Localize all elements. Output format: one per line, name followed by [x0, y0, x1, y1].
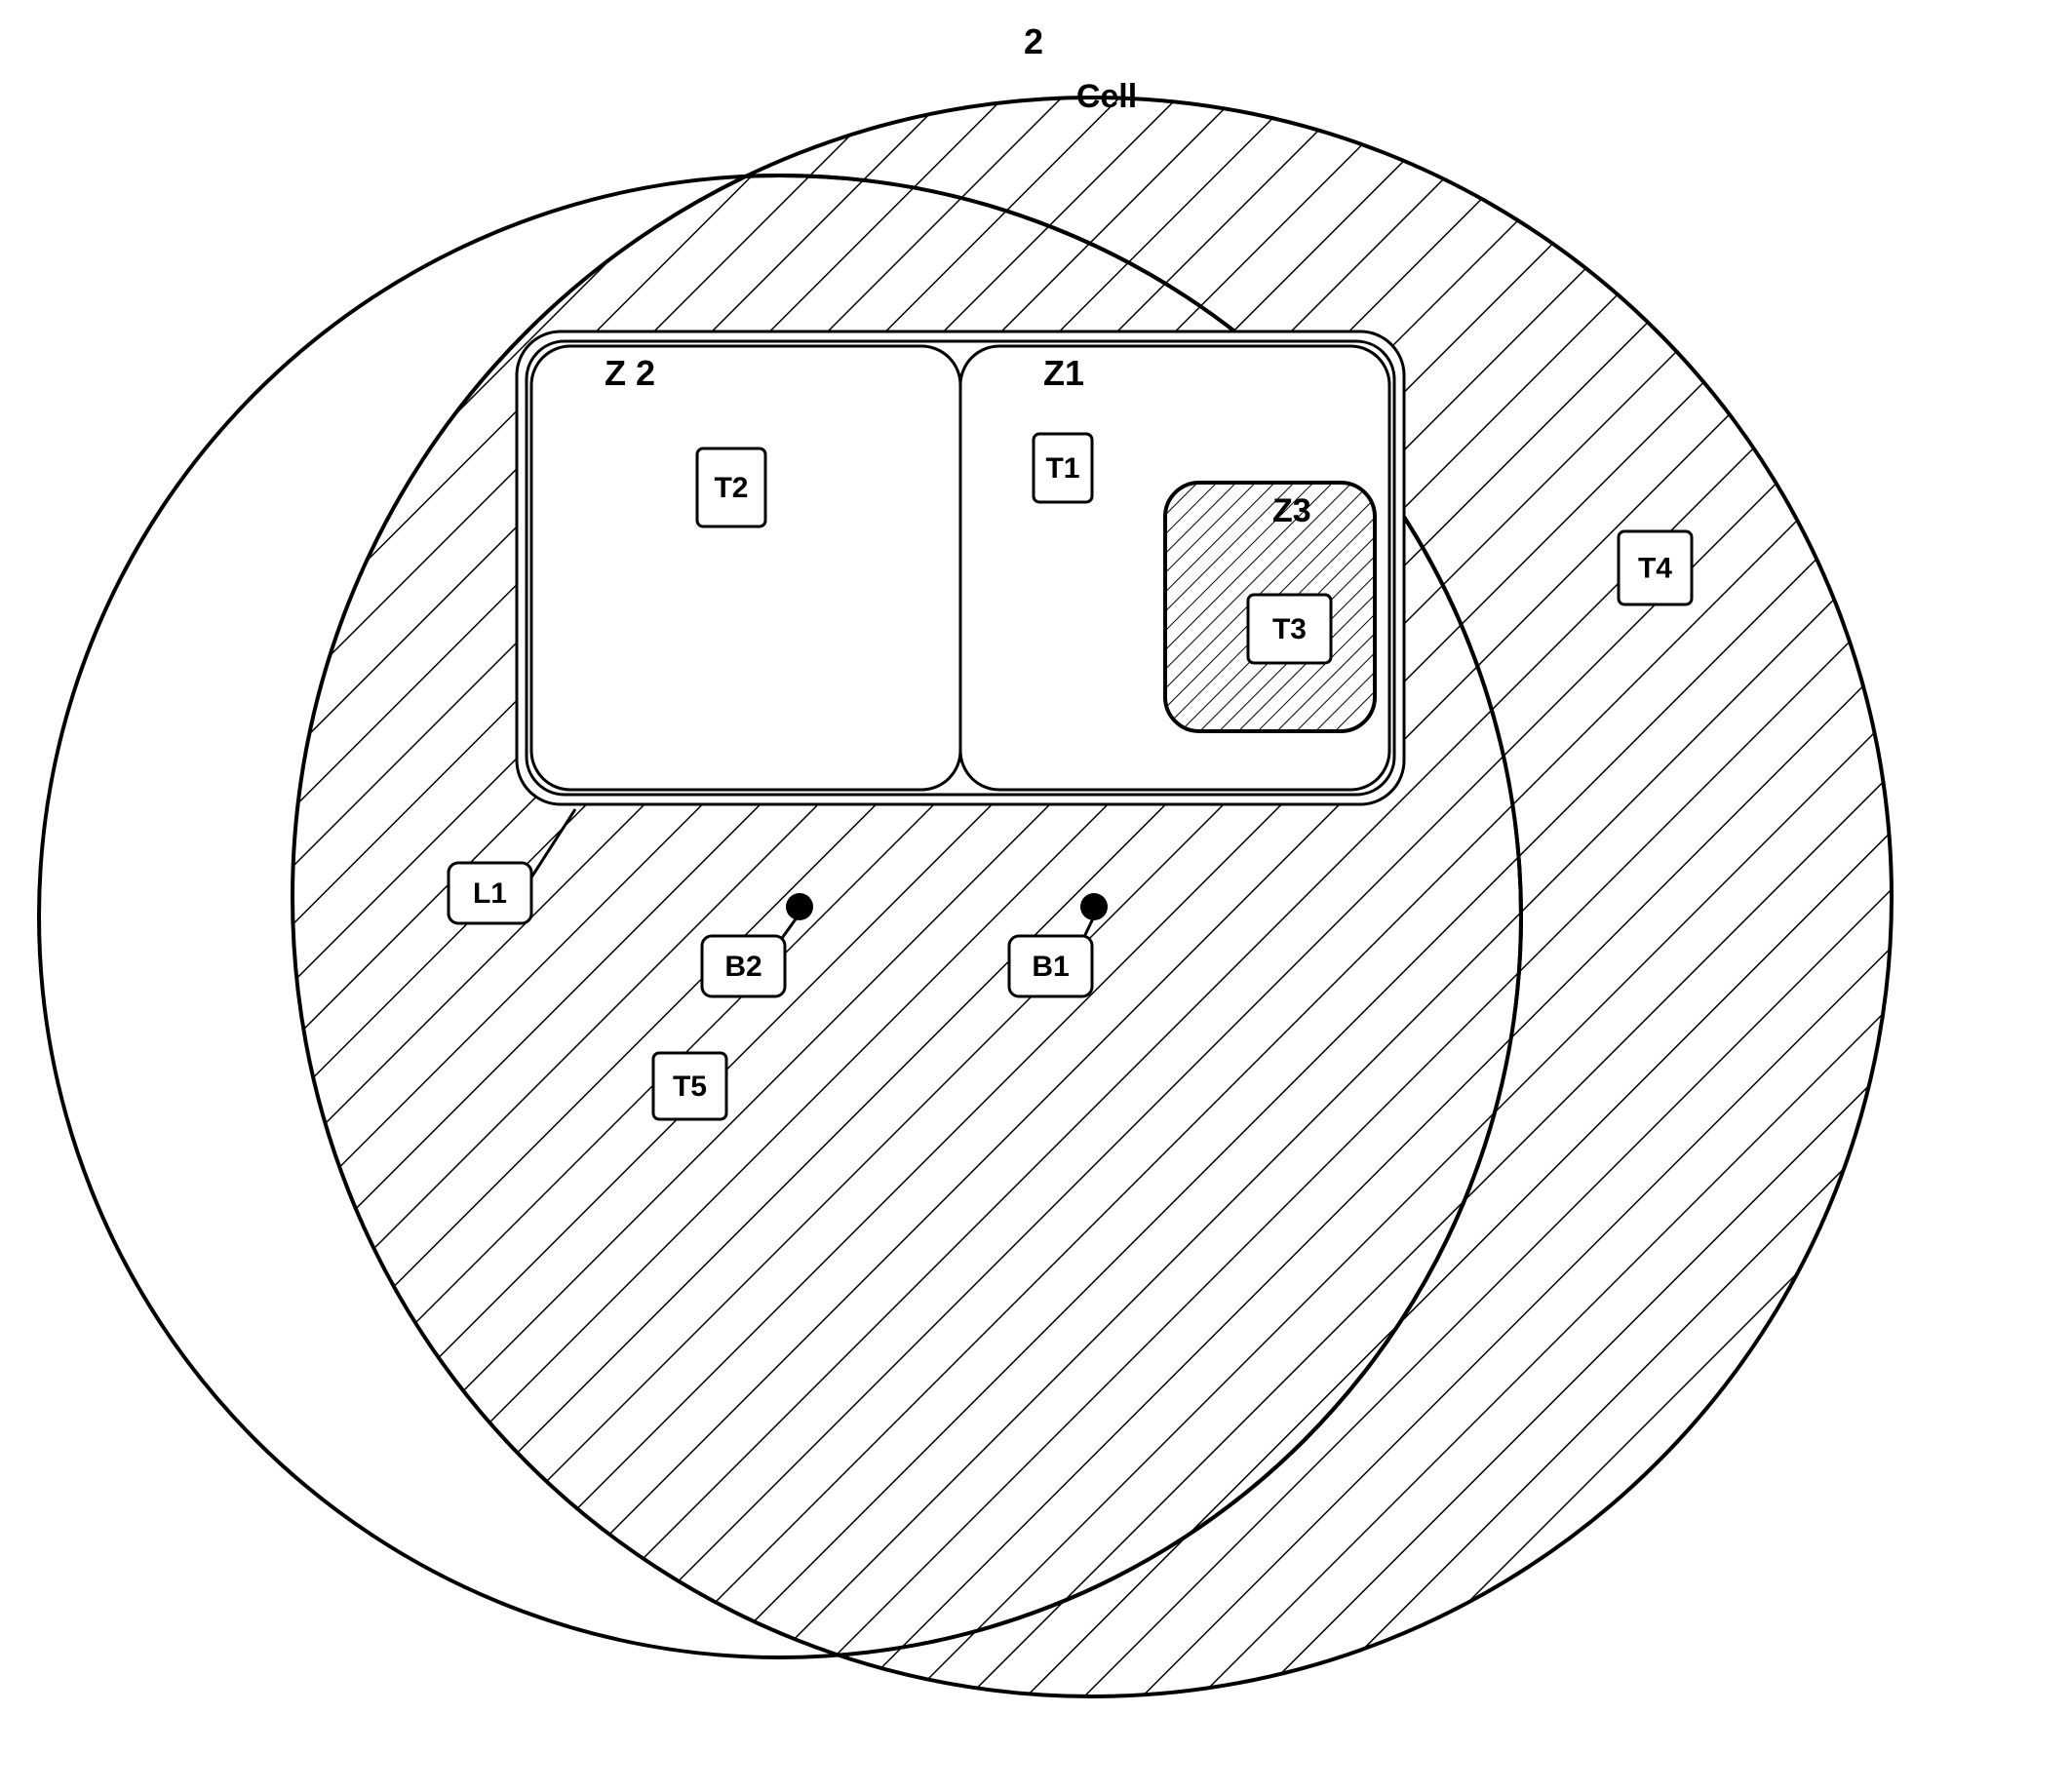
svg-text:T3: T3	[1272, 613, 1307, 645]
zone-z2	[531, 346, 960, 790]
svg-text:T2: T2	[714, 472, 748, 504]
dot-b1	[1080, 893, 1108, 920]
svg-text:L1: L1	[473, 877, 507, 910]
svg-text:B2: B2	[724, 951, 762, 983]
cell-zone-diagram: 2 Cell Z 2 Z1 Z3 T1 T2 T3 T4 T5 L1	[0, 0, 2070, 1792]
zone-z2-label: Z 2	[605, 353, 655, 393]
label-t2: T2	[697, 448, 765, 526]
svg-text:T4: T4	[1638, 552, 1672, 584]
label-b1: B1	[1009, 936, 1092, 996]
svg-text:T5: T5	[673, 1071, 707, 1103]
label-t1: T1	[1034, 434, 1092, 502]
svg-text:T1: T1	[1045, 452, 1079, 485]
zone-z3-label: Z3	[1272, 492, 1311, 529]
label-b2: B2	[702, 936, 785, 996]
dot-b2	[786, 893, 813, 920]
cell-label: Cell	[1076, 78, 1137, 115]
label-t4: T4	[1619, 531, 1692, 604]
zone-z1-label: Z1	[1043, 353, 1084, 393]
figure-number: 2	[1024, 21, 1043, 61]
label-l1: L1	[449, 863, 531, 923]
svg-text:B1: B1	[1032, 951, 1069, 983]
label-t3: T3	[1248, 595, 1331, 663]
label-t5: T5	[653, 1053, 726, 1119]
